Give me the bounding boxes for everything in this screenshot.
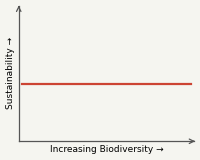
X-axis label: Increasing Biodiversity →: Increasing Biodiversity → [50, 145, 163, 154]
Y-axis label: Sustainability →: Sustainability → [6, 37, 15, 109]
